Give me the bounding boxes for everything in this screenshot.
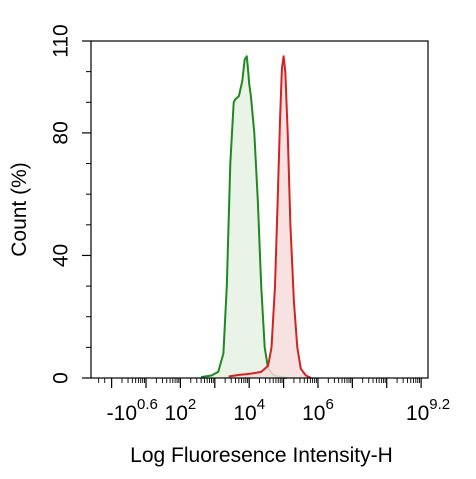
x-tick-label: 10 9.2: [406, 396, 450, 425]
series-1-line: [200, 55, 288, 379]
x-tick-label-exponent: 4: [257, 396, 265, 413]
x-tick-label-base: 10: [302, 402, 325, 425]
series-1-fill: [201, 56, 287, 379]
series-layer: [200, 55, 312, 379]
x-tick-label: 10 4: [233, 396, 265, 425]
y-axis-title: Count (%): [8, 162, 31, 257]
x-tick-label-exponent: 0.6: [137, 396, 158, 413]
series-2-fill: [228, 56, 312, 379]
x-tick-label: -10 0.6: [107, 396, 158, 425]
x-tick-label-exponent: 6: [325, 396, 333, 413]
y-tick-label: 0: [50, 372, 73, 384]
y-tick-label: 40: [50, 244, 73, 267]
x-tick-label-base: 10: [406, 402, 429, 425]
x-axis-title: Log Fluoresence Intensity-H: [130, 444, 393, 467]
x-tick-label-exponent: 9.2: [429, 396, 450, 413]
x-tick-label: 10 6: [302, 396, 334, 425]
x-tick-label-exponent: 2: [188, 396, 196, 413]
x-tick-label-base: 10: [233, 402, 256, 425]
x-tick-label: 10 2: [165, 396, 197, 425]
y-tick-label: 80: [50, 121, 73, 144]
x-tick-label-base: 10: [165, 402, 188, 425]
y-tick-label: 110: [50, 24, 73, 57]
x-tick-label-base: -10: [107, 402, 137, 425]
series-2-line: [228, 55, 312, 379]
